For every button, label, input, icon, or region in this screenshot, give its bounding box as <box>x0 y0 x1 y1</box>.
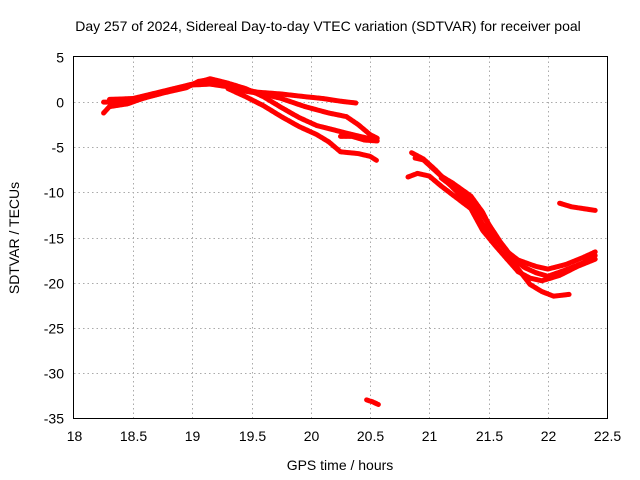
series-track-10 <box>438 175 598 279</box>
y-tick-label: -10 <box>44 185 64 201</box>
x-tick-label: 20 <box>304 428 320 444</box>
x-tick-label: 19.5 <box>239 428 266 444</box>
x-axis-label: GPS time / hours <box>287 457 394 473</box>
x-tick-label: 22.5 <box>594 428 621 444</box>
y-tick-label: 0 <box>56 95 64 111</box>
series-track-11 <box>557 200 598 213</box>
x-tick-label: 22 <box>541 428 557 444</box>
y-tick-label: -35 <box>44 411 64 427</box>
series-track-4 <box>225 86 380 164</box>
y-tick-label: -30 <box>44 366 64 382</box>
axis-ticks <box>74 57 608 419</box>
series-track-8 <box>405 170 598 284</box>
data-series <box>101 76 598 407</box>
x-tick-label: 20.5 <box>357 428 384 444</box>
x-tick-label: 18.5 <box>120 428 147 444</box>
y-tick-label: 5 <box>56 50 64 66</box>
series-track-6 <box>364 397 381 407</box>
y-tick-labels: 5 0 -5 -10 -15 -20 -25 -30 -35 <box>44 50 64 427</box>
x-tick-label: 19 <box>185 428 201 444</box>
x-tick-label: 21.5 <box>476 428 503 444</box>
x-tick-label: 21 <box>422 428 438 444</box>
grid <box>74 57 607 418</box>
y-axis-label: SDTVAR / TECUs <box>6 182 22 294</box>
series-track-3 <box>107 76 380 144</box>
x-tick-labels: 18 18.5 19 19.5 20 20.5 21 21.5 22 22.5 <box>67 428 622 444</box>
series-track-5 <box>338 133 379 144</box>
x-tick-label: 18 <box>67 428 83 444</box>
y-tick-label: -5 <box>52 140 65 156</box>
y-tick-label: -25 <box>44 321 64 337</box>
plot-frame <box>73 56 608 419</box>
y-tick-label: -15 <box>44 231 64 247</box>
chart-title: Day 257 of 2024, Sidereal Day-to-day VTE… <box>75 18 581 34</box>
y-tick-label: -20 <box>44 276 64 292</box>
